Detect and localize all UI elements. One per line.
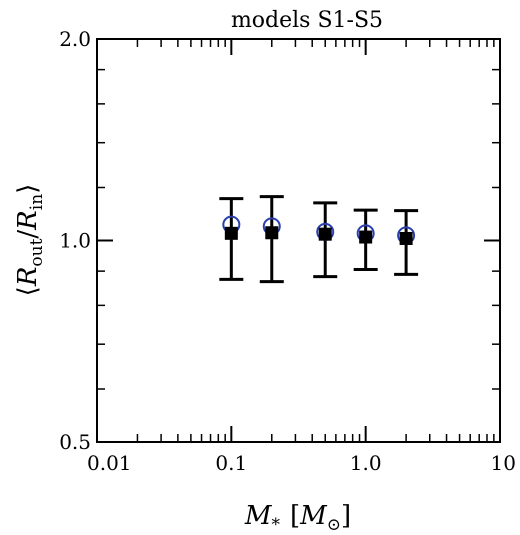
plot-frame <box>96 38 501 443</box>
filled-square-point <box>359 230 373 244</box>
x-label-unit-main: M <box>299 501 328 531</box>
x-tick-label: 0.01 <box>87 451 132 475</box>
y-label-num-sub: out <box>27 238 47 266</box>
x-tick-label: 10 <box>491 451 516 475</box>
y-label-slash: / <box>13 230 43 239</box>
markers <box>222 215 416 245</box>
y-tick-label: 1.0 <box>59 229 91 253</box>
x-label-unit-open: [ <box>290 501 300 531</box>
ticks <box>96 38 501 443</box>
tick-labels: 0.01 0.1 1.0 10 0.5 1.0 2.0 <box>59 27 516 475</box>
y-label-den: R <box>13 210 43 231</box>
x-label-main: M <box>244 501 273 531</box>
x-label-unit-sub: ⊙ <box>327 515 341 535</box>
y-label-den-sub: in <box>27 194 47 210</box>
y-tick-label: 2.0 <box>59 27 91 51</box>
y-label-open: ⟨ <box>13 286 43 296</box>
filled-square-point <box>224 226 238 240</box>
y-label-close: ⟩ <box>13 184 43 194</box>
filled-square-point <box>318 227 332 241</box>
x-axis-label: M* [M⊙] <box>244 501 351 535</box>
y-axis-label: ⟨Rout/Rin⟩ <box>13 184 47 297</box>
x-tick-label: 1.0 <box>350 451 382 475</box>
x-label-unit-close: ] <box>341 501 351 531</box>
x-label-sub: * <box>271 515 280 535</box>
y-label-num: R <box>13 267 43 288</box>
chart-title: models S1-S5 <box>231 8 383 33</box>
y-tick-label: 0.5 <box>59 430 91 454</box>
filled-square-point <box>265 226 279 240</box>
x-tick-label: 0.1 <box>215 451 247 475</box>
filled-square-point <box>399 231 413 245</box>
error-bars <box>219 195 419 284</box>
